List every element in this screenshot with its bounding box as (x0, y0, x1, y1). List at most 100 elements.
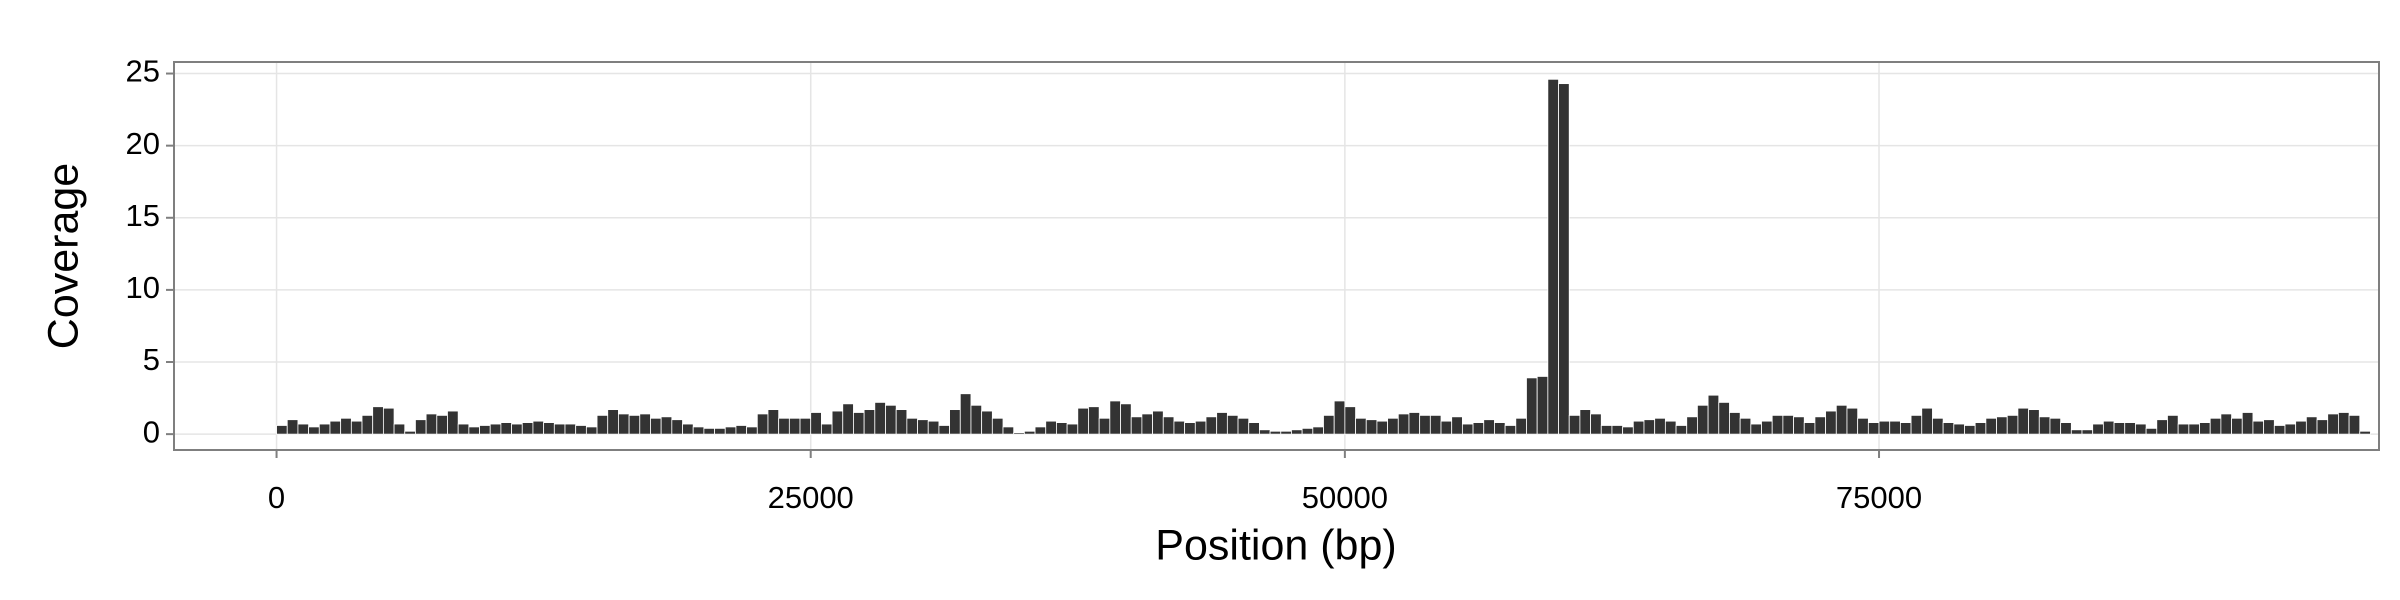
bar (1611, 425, 1624, 435)
bar (2284, 423, 2297, 435)
bar (1910, 414, 1923, 435)
bar (2252, 420, 2265, 435)
bar (874, 402, 886, 435)
bar (1461, 423, 1474, 435)
bar (585, 426, 598, 435)
bar (1526, 377, 1538, 435)
bar (1184, 422, 1196, 435)
bar (842, 403, 854, 435)
bar (1558, 83, 1570, 435)
bar (735, 425, 748, 435)
bar (1654, 417, 1666, 435)
bar (1451, 416, 1463, 435)
bar (2199, 422, 2211, 435)
bar (692, 426, 705, 435)
bar (938, 425, 950, 435)
bar (1889, 420, 1901, 435)
bar (1216, 412, 1228, 435)
bar (1953, 423, 1965, 435)
bar (382, 407, 395, 435)
bar (906, 417, 918, 435)
bar (724, 426, 737, 435)
bar (1066, 423, 1079, 435)
bar (1825, 410, 1837, 435)
bar (927, 420, 940, 435)
bar (1077, 407, 1089, 435)
bar (1291, 429, 1303, 435)
bar (2348, 414, 2361, 435)
y-tick-label: 5 (143, 342, 160, 377)
bar (1707, 394, 1720, 435)
bar (1248, 422, 1260, 435)
bar (1675, 425, 1688, 435)
bar (297, 423, 310, 435)
bar (2316, 419, 2329, 435)
bar (447, 410, 459, 435)
bar (318, 423, 331, 435)
bar (639, 413, 651, 435)
bar (1205, 416, 1218, 435)
bar (1899, 422, 1912, 435)
bar (1355, 417, 1367, 435)
y-tick-label: 0 (143, 414, 160, 449)
bar (1814, 416, 1827, 435)
bar (2231, 417, 2243, 435)
bar (1301, 427, 1314, 435)
bar (1942, 422, 1955, 435)
bar (1483, 419, 1495, 435)
bar (1761, 420, 1773, 435)
x-tick-label: 0 (268, 480, 285, 515)
bar (650, 417, 662, 435)
y-axis-title: Coverage (39, 163, 87, 349)
bar (2113, 422, 2126, 435)
bar (415, 419, 427, 435)
bar (2135, 423, 2147, 435)
bar (276, 425, 288, 435)
bar (2305, 416, 2318, 435)
x-tick-label: 75000 (1836, 480, 1922, 515)
bar (949, 409, 961, 435)
bar (1002, 426, 1015, 435)
bar (767, 409, 780, 435)
bar (372, 406, 384, 435)
bar (1878, 420, 1891, 435)
bar (340, 417, 352, 435)
bar (2188, 423, 2200, 435)
bar (1312, 426, 1324, 435)
x-axis-title: Position (bp) (1155, 521, 1396, 569)
bar (703, 427, 715, 435)
bar (1515, 417, 1527, 435)
bar (553, 423, 566, 435)
bar (1600, 425, 1613, 435)
bar (500, 422, 512, 435)
bar (393, 423, 406, 435)
bar (1120, 403, 1132, 435)
bar (1771, 414, 1784, 435)
bar (2220, 413, 2232, 435)
bar (788, 417, 801, 435)
plot-border (173, 61, 2380, 451)
bar (1590, 413, 1602, 435)
bar (350, 420, 363, 435)
bar (2327, 413, 2339, 435)
bar (1376, 420, 1389, 435)
bar (1429, 414, 1442, 435)
bar (991, 417, 1004, 435)
bar (532, 420, 545, 435)
bar (2295, 420, 2307, 435)
bar (596, 414, 609, 435)
bar (2028, 409, 2040, 435)
bar (1718, 402, 1730, 435)
bar (1237, 417, 1250, 435)
bar (1397, 413, 1410, 435)
x-tick-label: 50000 (1302, 480, 1388, 515)
bar (1803, 422, 1816, 435)
bar (2006, 414, 2019, 435)
bar (1023, 430, 1036, 435)
bar (756, 413, 769, 435)
bar (1034, 426, 1047, 435)
bar (2092, 423, 2104, 435)
bar (521, 422, 534, 435)
